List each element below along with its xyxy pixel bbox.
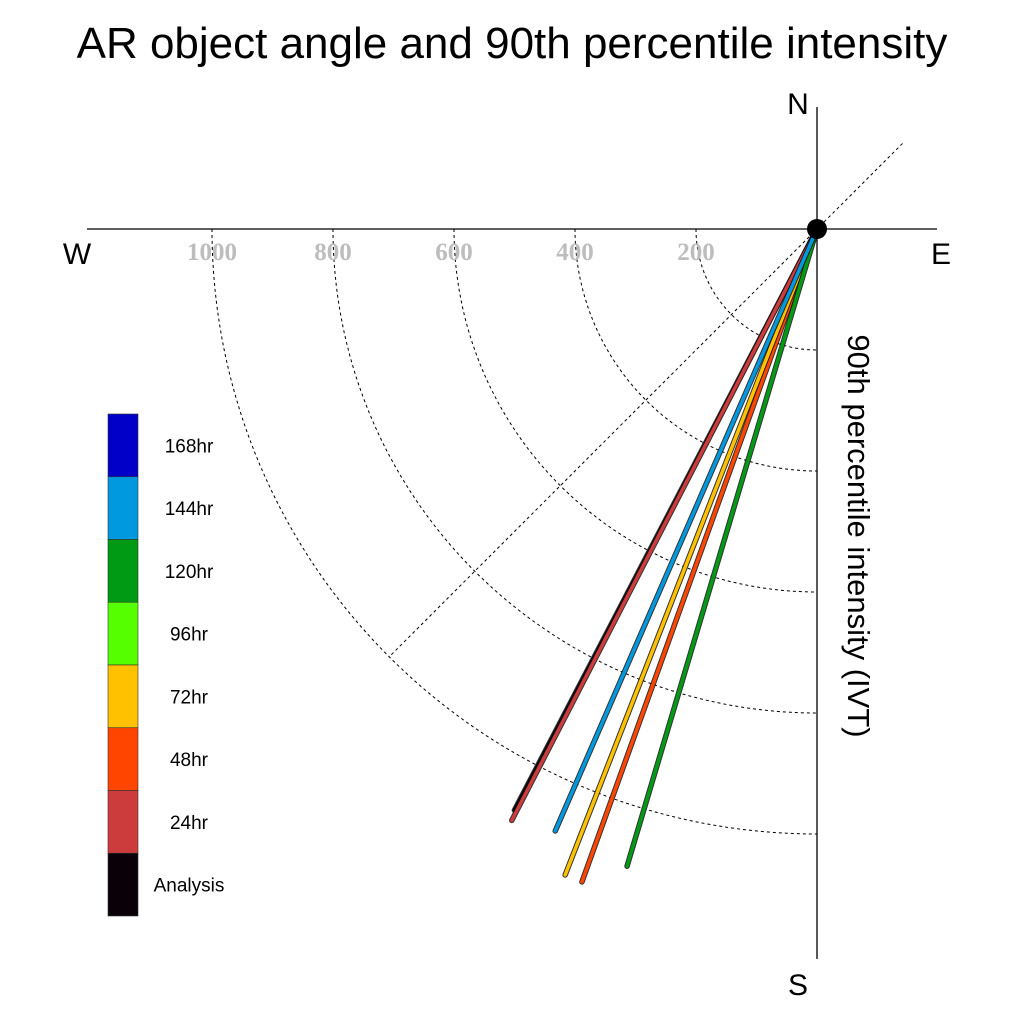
ring-label: 400 (556, 239, 594, 266)
radial-axis-title: 90th percentile intensity (IVT) (841, 334, 876, 737)
legend-label: 168hr (165, 436, 214, 457)
ring-label: 1000 (187, 239, 237, 266)
vector-48hr (580, 227, 819, 884)
legend-swatch (107, 852, 139, 917)
ring-label: 800 (314, 239, 352, 266)
vector-72hr (563, 227, 819, 877)
legend-label: 120hr (165, 562, 214, 583)
ring-labels: 200 400 600 800 1000 (187, 239, 715, 266)
ring-200 (695, 228, 818, 351)
legend: 168hr 144hr 120hr 96hr 72hr 48hr 24hr Analysis (107, 413, 225, 917)
legend-label: 144hr (165, 499, 214, 520)
guide-diagonal (388, 143, 903, 658)
compass-axes (87, 107, 937, 959)
south-label: S (788, 969, 808, 1002)
legend-swatch (107, 727, 139, 791)
west-label: W (63, 238, 92, 271)
vector-120hr (625, 227, 819, 868)
origin-dot (807, 219, 827, 239)
vector-144hr (553, 227, 819, 833)
intensity-rings (211, 228, 818, 835)
ring-label: 600 (435, 239, 473, 266)
forecast-vectors (509, 226, 820, 885)
east-label: E (931, 238, 951, 271)
ring-400 (574, 228, 818, 472)
legend-swatch (107, 601, 139, 666)
legend-label: 24hr (170, 813, 209, 834)
legend-label: 48hr (170, 750, 209, 771)
legend-label: 96hr (170, 625, 209, 646)
ring-label: 200 (677, 239, 715, 266)
guide-line (388, 143, 903, 658)
legend-swatch (107, 790, 139, 854)
chart-title: AR object angle and 90th percentile inte… (77, 19, 948, 68)
ring-800 (332, 228, 818, 714)
vector-24hr (510, 227, 819, 823)
north-label: N (787, 88, 809, 121)
legend-swatch (107, 539, 139, 603)
legend-swatch (107, 413, 139, 478)
ring-1000 (211, 228, 818, 835)
legend-swatch (107, 664, 139, 729)
ring-600 (453, 228, 818, 593)
legend-label: Analysis (154, 876, 225, 897)
legend-label: 72hr (170, 687, 209, 708)
legend-swatch (107, 476, 139, 540)
